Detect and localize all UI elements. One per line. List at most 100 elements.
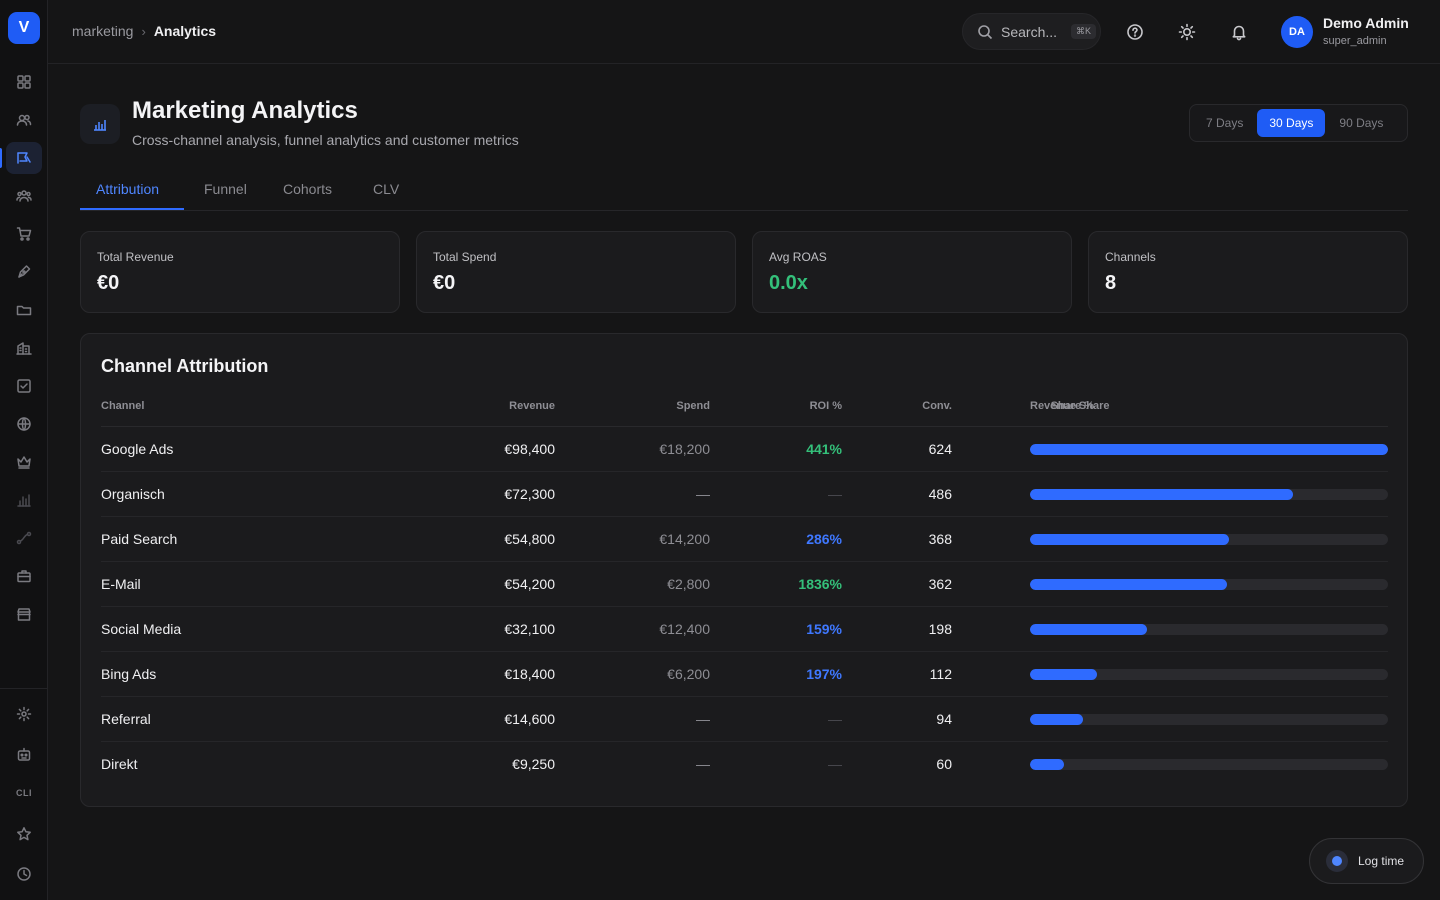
kpi-label: Avg ROAS (769, 250, 827, 264)
roi-value: — (828, 486, 842, 502)
tab-attribution[interactable]: Attribution (96, 181, 160, 197)
settings-icon[interactable] (12, 702, 36, 726)
contacts-icon[interactable] (12, 108, 36, 132)
tab-clv[interactable]: CLV (373, 181, 400, 197)
breadcrumb: marketing › Analytics (72, 23, 216, 39)
avatar[interactable]: DA (1281, 16, 1313, 48)
spend-value: €2,800 (667, 576, 710, 592)
revenue-value: €32,100 (504, 621, 555, 637)
revenue-share-bar (1030, 444, 1388, 455)
revenue-share-bar-fill (1030, 759, 1064, 770)
revenue-share-bar (1030, 669, 1388, 680)
sidebar-active-indicator (0, 148, 2, 168)
pen-tool-icon[interactable] (12, 260, 36, 284)
conversions-value: 60 (936, 756, 952, 772)
search-shortcut: ⌘K (1071, 24, 1097, 39)
theme-toggle-icon[interactable] (1175, 20, 1199, 44)
revenue-value: €9,250 (512, 756, 555, 772)
folder-icon[interactable] (12, 298, 36, 322)
conversions-value: 486 (928, 486, 952, 502)
table-header: Channel Revenue Spend ROI % Conv. Share … (101, 392, 1388, 427)
revenue-share-bar-fill (1030, 714, 1083, 725)
kpi-total-revenue: Total Revenue €0 (80, 231, 400, 313)
kpi-label: Channels (1105, 250, 1156, 264)
table-row[interactable]: Organisch€72,300——48620.4% (101, 472, 1388, 517)
revenue-value: €72,300 (504, 486, 555, 502)
team-icon[interactable] (12, 184, 36, 208)
kpi-value: 0.0x (769, 272, 808, 294)
revenue-share-bar (1030, 714, 1388, 725)
sidebar: V CLI (0, 0, 48, 900)
building-icon[interactable] (12, 336, 36, 360)
crown-icon[interactable] (12, 450, 36, 474)
kpi-value: €0 (433, 272, 456, 294)
channel-name: Paid Search (101, 531, 178, 547)
channel-name: Referral (101, 711, 151, 727)
range-7-days-button[interactable]: 7 Days (1206, 116, 1244, 130)
user-name[interactable]: Demo Admin (1323, 15, 1409, 31)
page-subtitle: Cross-channel analysis, funnel analytics… (132, 132, 519, 148)
marketing-icon[interactable] (6, 142, 42, 174)
table-row[interactable]: Direkt€9,250——602.6% (101, 742, 1388, 787)
help-icon[interactable] (1123, 20, 1147, 44)
channel-attribution-card: Channel Attribution Channel Revenue Spen… (80, 333, 1408, 807)
bot-icon[interactable] (12, 742, 36, 766)
roi-value: 1836% (798, 576, 842, 592)
dashboard-icon[interactable] (12, 70, 36, 94)
star-icon[interactable] (12, 822, 36, 846)
revenue-value: €54,200 (504, 576, 555, 592)
revenue-value: €54,800 (504, 531, 555, 547)
search-box[interactable]: Search... ⌘K (962, 13, 1101, 50)
range-30-days-button[interactable]: 30 Days (1257, 109, 1326, 137)
checklist-icon[interactable] (12, 374, 36, 398)
revenue-value: €98,400 (504, 441, 555, 457)
range-90-days-button[interactable]: 90 Days (1339, 116, 1384, 130)
table-row[interactable]: Referral€14,600——944.1% (101, 697, 1388, 742)
route-icon[interactable] (12, 526, 36, 550)
kpi-total-spend: Total Spend €0 (416, 231, 736, 313)
globe-icon[interactable] (12, 412, 36, 436)
column-header-share: Share % (1050, 400, 1094, 412)
card-title: Channel Attribution (101, 356, 269, 376)
revenue-share-bar (1030, 759, 1388, 770)
revenue-share-bar-fill (1030, 534, 1230, 545)
spend-value: — (696, 486, 710, 502)
conversions-value: 112 (929, 666, 952, 682)
timer-icon (1326, 850, 1348, 872)
bell-icon[interactable] (1227, 20, 1251, 44)
tab-bar: Attribution Funnel Cohorts CLV (80, 172, 1408, 211)
spend-value: €6,200 (667, 666, 710, 682)
breadcrumb-current: Analytics (153, 23, 217, 39)
conversions-value: 368 (928, 531, 952, 547)
roi-value: 197% (806, 666, 842, 682)
revenue-share-bar-fill (1030, 444, 1388, 455)
column-header-roi: ROI % (809, 400, 842, 412)
log-time-label: Log time (1358, 854, 1405, 868)
search-icon (978, 24, 993, 39)
cli-label[interactable]: CLI (16, 788, 32, 798)
spend-value: — (696, 711, 710, 727)
date-range-selector: 7 Days 30 Days 90 Days (1189, 104, 1408, 142)
breadcrumb-root[interactable]: marketing (72, 23, 134, 39)
tab-funnel[interactable]: Funnel (204, 181, 247, 197)
tab-cohorts[interactable]: Cohorts (283, 181, 333, 197)
log-time-button[interactable]: Log time (1309, 838, 1424, 884)
revenue-value: €14,600 (504, 711, 555, 727)
analytics-icon[interactable] (12, 488, 36, 512)
briefcase-icon[interactable] (12, 564, 36, 588)
cart-icon[interactable] (12, 222, 36, 246)
channel-name: Social Media (101, 621, 182, 637)
search-placeholder[interactable]: Search... (1001, 23, 1058, 40)
clock-icon[interactable] (12, 862, 36, 886)
spend-value: €14,200 (659, 531, 710, 547)
kpi-value: €0 (97, 272, 120, 294)
channel-name: Bing Ads (101, 666, 157, 682)
conversions-value: 198 (928, 621, 952, 637)
store-icon[interactable] (12, 602, 36, 626)
app-logo[interactable]: V (8, 12, 40, 44)
